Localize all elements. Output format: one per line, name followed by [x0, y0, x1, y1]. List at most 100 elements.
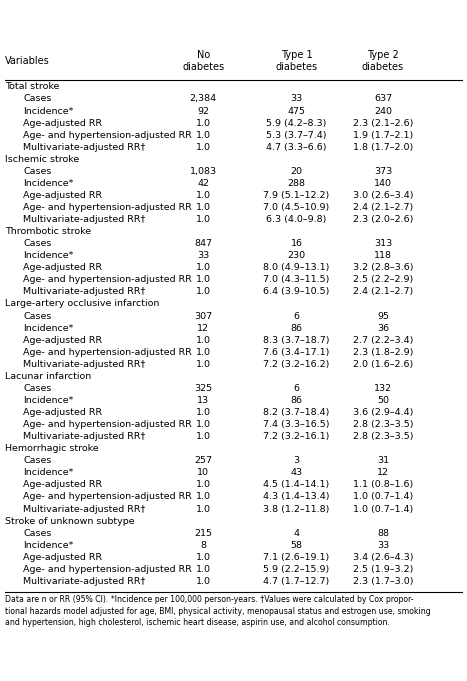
Text: Age-adjusted RR: Age-adjusted RR [23, 264, 102, 272]
Text: 637: 637 [374, 95, 392, 104]
Text: 7.0 (4.3–11.5): 7.0 (4.3–11.5) [263, 275, 330, 285]
Text: 2.5 (1.9–3.2): 2.5 (1.9–3.2) [353, 565, 413, 574]
Text: 1.0 (0.7–1.4): 1.0 (0.7–1.4) [353, 505, 413, 513]
Text: 2.8 (2.3–3.5): 2.8 (2.3–3.5) [353, 420, 413, 429]
Text: 3: 3 [293, 456, 300, 465]
Text: www.medscape.com: www.medscape.com [177, 8, 306, 21]
Text: 2.0 (1.6–2.6): 2.0 (1.6–2.6) [353, 360, 413, 369]
Text: 1.0: 1.0 [196, 275, 211, 285]
Text: 1.0: 1.0 [196, 118, 211, 127]
Text: Age- and hypertension-adjusted RR: Age- and hypertension-adjusted RR [23, 492, 192, 501]
Text: 2.3 (1.8–2.9): 2.3 (1.8–2.9) [353, 348, 413, 357]
Text: Age-adjusted RR: Age-adjusted RR [23, 408, 102, 417]
Text: 1.0: 1.0 [196, 336, 211, 345]
Text: 50: 50 [377, 396, 389, 405]
Text: 58: 58 [290, 541, 303, 550]
Text: 2.5 (2.2–2.9): 2.5 (2.2–2.9) [353, 275, 413, 285]
Text: 1.0: 1.0 [196, 264, 211, 272]
Text: Thrombotic stroke: Thrombotic stroke [5, 227, 91, 236]
Text: Multivariate-adjusted RR†: Multivariate-adjusted RR† [23, 432, 146, 441]
Text: 7.6 (3.4–17.1): 7.6 (3.4–17.1) [263, 348, 330, 357]
Text: Cases: Cases [23, 239, 52, 248]
Text: 132: 132 [374, 384, 392, 393]
Text: 1.0: 1.0 [196, 131, 211, 140]
Text: 33: 33 [377, 541, 389, 550]
Text: Source: Diabetes Care © 2007 American Diabetes Association, Inc.: Source: Diabetes Care © 2007 American Di… [105, 663, 362, 673]
Text: 3.4 (2.6–4.3): 3.4 (2.6–4.3) [353, 553, 413, 562]
Text: 33: 33 [197, 251, 209, 260]
Text: 373: 373 [374, 167, 392, 176]
Text: 12: 12 [377, 469, 389, 477]
Text: 1.9 (1.7–2.1): 1.9 (1.7–2.1) [353, 131, 413, 140]
Text: Cases: Cases [23, 456, 52, 465]
Text: Multivariate-adjusted RR†: Multivariate-adjusted RR† [23, 505, 146, 513]
Text: 1.0: 1.0 [196, 143, 211, 152]
Text: 8.0 (4.9–13.1): 8.0 (4.9–13.1) [263, 264, 330, 272]
Text: 10: 10 [197, 469, 209, 477]
Text: 4.3 (1.4–13.4): 4.3 (1.4–13.4) [263, 492, 330, 501]
Text: Type 2
diabetes: Type 2 diabetes [362, 50, 404, 72]
Text: Incidence*: Incidence* [23, 106, 74, 116]
Text: 3.0 (2.6–3.4): 3.0 (2.6–3.4) [353, 191, 413, 200]
Text: 86: 86 [290, 396, 303, 405]
Text: 7.2 (3.2–16.2): 7.2 (3.2–16.2) [263, 360, 330, 369]
Text: 95: 95 [377, 311, 389, 321]
Text: 2,384: 2,384 [190, 95, 217, 104]
Text: 475: 475 [288, 106, 305, 116]
Text: Variables: Variables [5, 56, 50, 66]
Text: 4.7 (3.3–6.6): 4.7 (3.3–6.6) [266, 143, 327, 152]
Text: 33: 33 [290, 95, 303, 104]
Text: 1.0: 1.0 [196, 191, 211, 200]
Text: Ischemic stroke: Ischemic stroke [5, 155, 79, 164]
Text: 1.0: 1.0 [196, 408, 211, 417]
Text: 1.0: 1.0 [196, 203, 211, 212]
Text: 1.0: 1.0 [196, 565, 211, 574]
Text: 2.4 (2.1–2.7): 2.4 (2.1–2.7) [353, 203, 413, 212]
Text: Lacunar infarction: Lacunar infarction [5, 372, 91, 381]
Text: 1.0: 1.0 [196, 480, 211, 490]
Text: Age-adjusted RR: Age-adjusted RR [23, 480, 102, 490]
Text: 140: 140 [374, 179, 392, 188]
Text: 1.0: 1.0 [196, 432, 211, 441]
Text: 1.0: 1.0 [196, 553, 211, 562]
Text: 2.3 (2.1–2.6): 2.3 (2.1–2.6) [353, 118, 413, 127]
Text: 5.3 (3.7–7.4): 5.3 (3.7–7.4) [266, 131, 327, 140]
Text: 7.1 (2.6–19.1): 7.1 (2.6–19.1) [263, 553, 330, 562]
Text: 5.9 (2.2–15.9): 5.9 (2.2–15.9) [263, 565, 330, 574]
Text: 4.7 (1.7–12.7): 4.7 (1.7–12.7) [263, 577, 330, 586]
Text: Incidence*: Incidence* [23, 251, 74, 260]
Text: 3.2 (2.8–3.6): 3.2 (2.8–3.6) [353, 264, 413, 272]
Text: Age- and hypertension-adjusted RR: Age- and hypertension-adjusted RR [23, 348, 192, 357]
Text: 1.0: 1.0 [196, 348, 211, 357]
Text: Incidence*: Incidence* [23, 469, 74, 477]
Text: 2.3 (2.0–2.6): 2.3 (2.0–2.6) [353, 215, 413, 224]
Text: Hemorrhagic stroke: Hemorrhagic stroke [5, 444, 98, 454]
Text: Multivariate-adjusted RR†: Multivariate-adjusted RR† [23, 577, 146, 586]
Text: 1.8 (1.7–2.0): 1.8 (1.7–2.0) [353, 143, 413, 152]
Text: 8: 8 [200, 541, 206, 550]
Text: 1.0: 1.0 [196, 492, 211, 501]
Text: 1.1 (0.8–1.6): 1.1 (0.8–1.6) [353, 480, 413, 490]
Text: 1.0: 1.0 [196, 577, 211, 586]
Text: 230: 230 [288, 251, 305, 260]
Text: 2.7 (2.2–3.4): 2.7 (2.2–3.4) [353, 336, 413, 345]
Text: Incidence*: Incidence* [23, 323, 74, 332]
Text: 43: 43 [290, 469, 303, 477]
Text: 240: 240 [374, 106, 392, 116]
Text: Age- and hypertension-adjusted RR: Age- and hypertension-adjusted RR [23, 275, 192, 285]
Text: Incidence*: Incidence* [23, 396, 74, 405]
Text: 257: 257 [194, 456, 212, 465]
Text: 215: 215 [194, 528, 212, 537]
Text: 1.0: 1.0 [196, 360, 211, 369]
Text: 12: 12 [197, 323, 209, 332]
Text: 6.3 (4.0–9.8): 6.3 (4.0–9.8) [266, 215, 327, 224]
Text: 325: 325 [194, 384, 212, 393]
Text: Cases: Cases [23, 95, 52, 104]
Text: 2.8 (2.3–3.5): 2.8 (2.3–3.5) [353, 432, 413, 441]
Text: Age-adjusted RR: Age-adjusted RR [23, 336, 102, 345]
Text: Multivariate-adjusted RR†: Multivariate-adjusted RR† [23, 360, 146, 369]
Text: 31: 31 [377, 456, 389, 465]
Text: No
diabetes: No diabetes [182, 50, 224, 72]
Text: Age-adjusted RR: Age-adjusted RR [23, 118, 102, 127]
Text: 36: 36 [377, 323, 389, 332]
